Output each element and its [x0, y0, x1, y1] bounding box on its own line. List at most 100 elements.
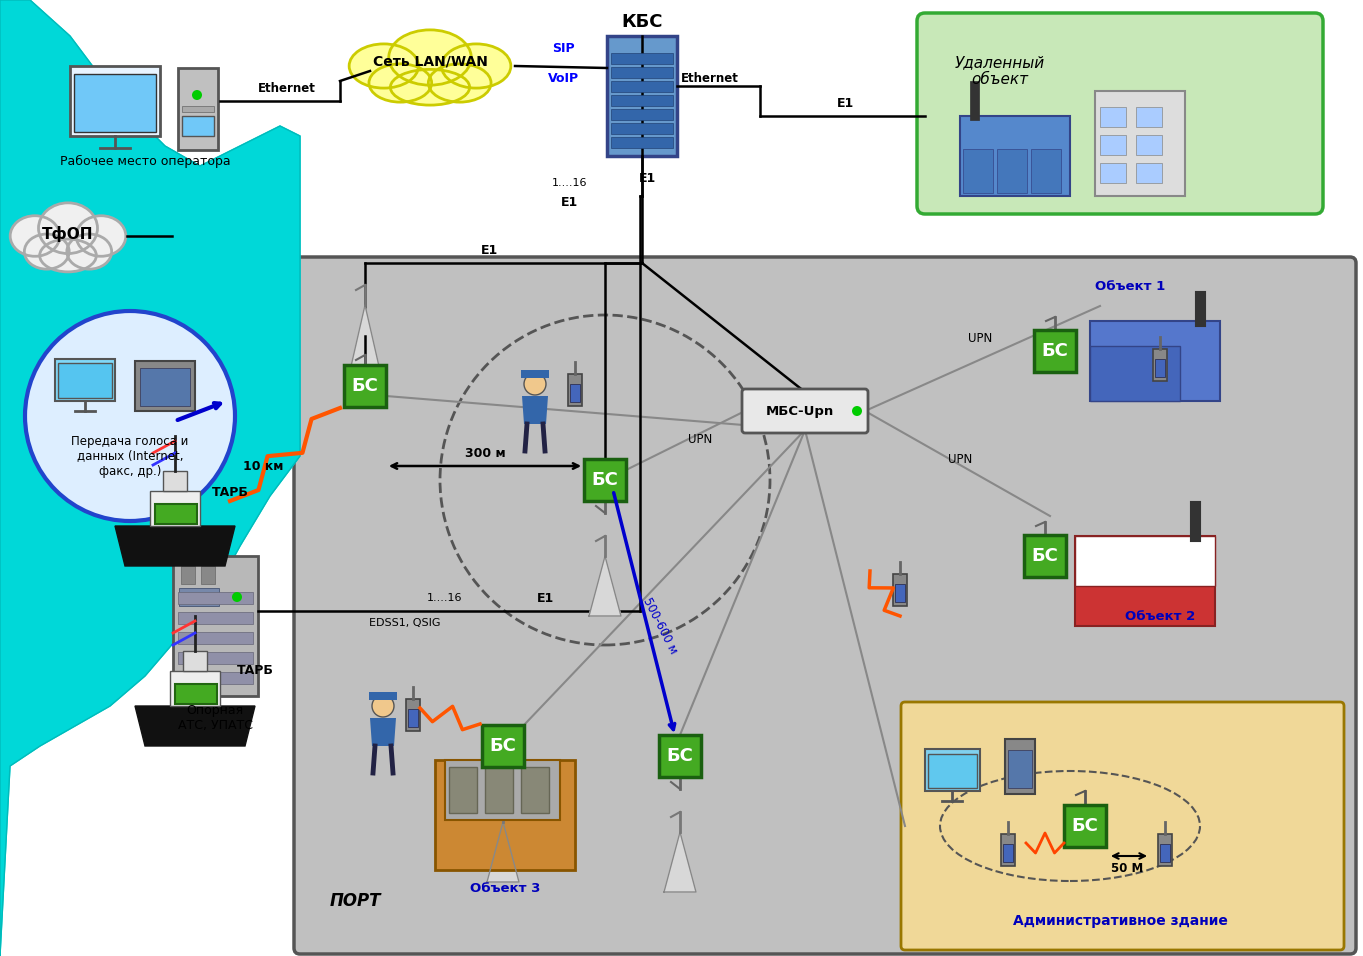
Bar [183, 106, 214, 112]
Bar [369, 692, 397, 700]
Bar [1035, 330, 1075, 372]
Text: Объект 3: Объект 3 [470, 881, 540, 895]
Text: Объект 2: Объект 2 [1124, 610, 1195, 622]
Text: БС: БС [489, 737, 517, 755]
Bar [1090, 346, 1180, 401]
Bar [611, 137, 673, 148]
Bar [177, 672, 252, 684]
Bar [1159, 834, 1172, 866]
Bar [179, 588, 218, 606]
Ellipse shape [390, 70, 470, 105]
Text: Передача голоса и
данных (Internet,
факс, др.): Передача голоса и данных (Internet, факс… [71, 434, 188, 477]
Ellipse shape [76, 216, 125, 256]
Text: ТАРБ: ТАРБ [237, 664, 274, 678]
Text: 50 М: 50 М [1111, 861, 1144, 875]
Bar [1094, 91, 1184, 196]
Polygon shape [349, 305, 382, 375]
Bar [177, 632, 252, 644]
Text: КБС: КБС [622, 13, 662, 31]
Bar [570, 384, 581, 402]
Bar [1075, 536, 1214, 586]
Bar [179, 68, 218, 150]
Bar [177, 652, 252, 664]
Bar [150, 491, 200, 526]
Bar [611, 67, 673, 78]
Polygon shape [0, 0, 300, 956]
Text: БС: БС [592, 471, 619, 489]
Bar [1100, 107, 1126, 127]
Bar [448, 767, 477, 813]
Bar [183, 116, 214, 136]
Circle shape [192, 90, 202, 100]
Bar [164, 471, 187, 491]
Ellipse shape [25, 234, 70, 270]
Text: БС: БС [667, 747, 694, 765]
Bar [583, 459, 626, 501]
Text: Опорная
АТС, УПАТС: Опорная АТС, УПАТС [177, 704, 252, 732]
Bar [343, 365, 386, 407]
Bar [155, 504, 198, 524]
Ellipse shape [428, 64, 491, 102]
Text: E1: E1 [837, 97, 853, 110]
Text: E1: E1 [537, 592, 553, 604]
Circle shape [852, 406, 861, 416]
Bar [408, 709, 418, 727]
Bar [1160, 844, 1169, 862]
Text: VoIP: VoIP [548, 72, 578, 84]
Ellipse shape [40, 239, 97, 272]
Bar [1090, 321, 1220, 401]
Bar [964, 149, 994, 193]
Bar [521, 767, 549, 813]
Bar [59, 363, 112, 398]
Bar [174, 684, 217, 704]
Bar [1154, 359, 1165, 377]
Polygon shape [114, 526, 234, 566]
Text: UPN: UPN [968, 332, 992, 344]
Ellipse shape [10, 216, 60, 256]
Text: БС: БС [1041, 342, 1069, 360]
Bar [658, 735, 701, 777]
Circle shape [25, 311, 234, 521]
Bar [1009, 750, 1032, 788]
Bar [928, 754, 977, 788]
Bar [607, 36, 677, 156]
Text: 10 км: 10 км [243, 460, 284, 472]
Bar [611, 109, 673, 120]
Text: UPN: UPN [688, 432, 711, 445]
Bar [485, 767, 512, 813]
Text: Ethernet: Ethernet [682, 72, 739, 84]
Bar [893, 574, 906, 606]
Text: ТАРБ: ТАРБ [211, 486, 248, 498]
Text: БС: БС [1032, 547, 1059, 565]
Bar [177, 592, 252, 604]
Bar [895, 584, 905, 602]
Text: Сеть LAN/WAN: Сеть LAN/WAN [372, 54, 488, 68]
Text: 1....16: 1....16 [552, 178, 587, 188]
Bar [1024, 535, 1066, 577]
FancyBboxPatch shape [901, 702, 1344, 950]
Text: E1: E1 [481, 244, 499, 256]
Bar [1003, 844, 1013, 862]
Text: Рабочее место оператора: Рабочее место оператора [60, 155, 230, 167]
Ellipse shape [442, 44, 511, 88]
Text: ТфОП: ТфОП [42, 226, 94, 242]
Polygon shape [135, 706, 255, 746]
Bar [406, 699, 420, 731]
Bar [183, 651, 207, 671]
Bar [996, 149, 1026, 193]
Bar [1135, 163, 1163, 183]
Bar [611, 123, 673, 134]
Ellipse shape [369, 64, 432, 102]
Text: EDSS1, QSIG: EDSS1, QSIG [369, 618, 440, 628]
Bar [1100, 135, 1126, 155]
Bar [568, 374, 582, 406]
Ellipse shape [67, 234, 112, 270]
Bar [173, 556, 258, 696]
Text: UPN: UPN [947, 452, 972, 466]
Text: Удаленный
объект: Удаленный объект [955, 54, 1045, 87]
Bar [611, 53, 673, 64]
Bar [74, 74, 155, 132]
FancyBboxPatch shape [917, 13, 1323, 214]
Bar [1075, 536, 1214, 626]
Text: 500-600 м: 500-600 м [641, 596, 680, 657]
